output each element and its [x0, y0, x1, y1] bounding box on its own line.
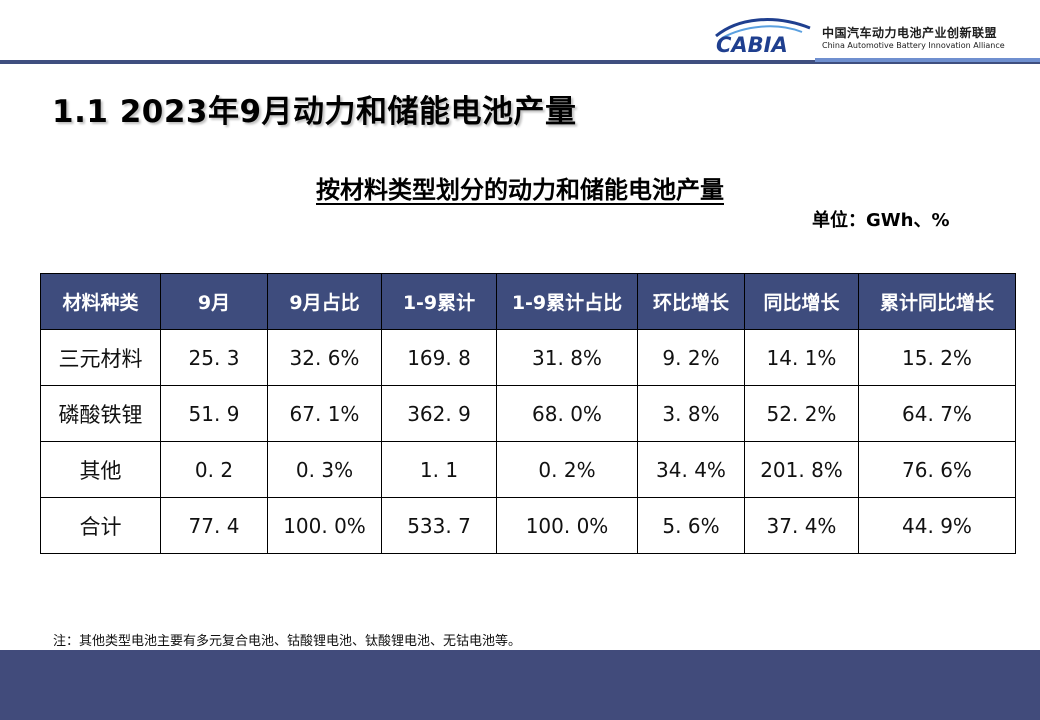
table-cell: 32. 6%: [267, 329, 382, 386]
column-header: 1-9累计占比: [496, 273, 638, 330]
table-cell: 0. 2%: [496, 441, 638, 498]
table-cell: 三元材料: [40, 329, 161, 386]
table-cell: 52. 2%: [744, 385, 859, 442]
table-cell: 15. 2%: [858, 329, 1016, 386]
table-row: 三元材料 25. 3 32. 6% 169. 8 31. 8% 9. 2% 14…: [40, 329, 1016, 386]
footer-band: [0, 650, 1040, 720]
column-header: 9月占比: [267, 273, 382, 330]
header-divider: [0, 60, 1040, 64]
footnote: 注：其他类型电池主要有多元复合电池、钴酸锂电池、钛酸锂电池、无钴电池等。: [53, 634, 522, 649]
table-cell: 磷酸铁锂: [40, 385, 161, 442]
header-divider-accent: [815, 58, 1040, 62]
column-header: 环比增长: [637, 273, 745, 330]
page-title: 1.1 2023年9月动力和储能电池产量: [52, 94, 577, 130]
table-cell: 67. 1%: [267, 385, 382, 442]
table-cell: 362. 9: [381, 385, 497, 442]
table-cell: 34. 4%: [637, 441, 745, 498]
table-cell: 100. 0%: [496, 497, 638, 554]
table-cell: 51. 9: [160, 385, 268, 442]
table-cell: 5. 6%: [637, 497, 745, 554]
table-cell: 0. 2: [160, 441, 268, 498]
table-cell: 1. 1: [381, 441, 497, 498]
table-cell: 201. 8%: [744, 441, 859, 498]
table-cell: 14. 1%: [744, 329, 859, 386]
table-cell: 3. 8%: [637, 385, 745, 442]
table-cell: 533. 7: [381, 497, 497, 554]
org-name-cn: 中国汽车动力电池产业创新联盟: [822, 26, 998, 40]
unit-label: 单位：GWh、%: [812, 210, 950, 231]
column-header: 材料种类: [40, 273, 161, 330]
table-cell: 76. 6%: [858, 441, 1016, 498]
table-row-total: 合计 77. 4 100. 0% 533. 7 100. 0% 5. 6% 37…: [40, 497, 1016, 554]
table-cell: 37. 4%: [744, 497, 859, 554]
header-band: [0, 0, 1040, 60]
table-header-row: 材料种类 9月 9月占比 1-9累计 1-9累计占比 环比增长 同比增长 累计同…: [40, 273, 1016, 330]
table-cell: 25. 3: [160, 329, 268, 386]
table-cell: 169. 8: [381, 329, 497, 386]
table-cell: 77. 4: [160, 497, 268, 554]
table-cell: 合计: [40, 497, 161, 554]
table-cell: 0. 3%: [267, 441, 382, 498]
org-name-en: China Automotive Battery Innovation Alli…: [822, 41, 1005, 50]
svg-text:CABIA: CABIA: [716, 33, 788, 54]
table-row: 磷酸铁锂 51. 9 67. 1% 362. 9 68. 0% 3. 8% 52…: [40, 385, 1016, 442]
car-swoosh-icon: CABIA: [715, 18, 811, 54]
table-cell: 100. 0%: [267, 497, 382, 554]
table-row: 其他 0. 2 0. 3% 1. 1 0. 2% 34. 4% 201. 8% …: [40, 441, 1016, 498]
column-header: 累计同比增长: [858, 273, 1016, 330]
table-title: 按材料类型划分的动力和储能电池产量: [316, 176, 724, 204]
cabia-logo: CABIA 中国汽车动力电池产业创新联盟 China Automotive Ba…: [706, 10, 1006, 58]
table-cell: 64. 7%: [858, 385, 1016, 442]
table-cell: 68. 0%: [496, 385, 638, 442]
column-header: 同比增长: [744, 273, 859, 330]
production-table: 材料种类 9月 9月占比 1-9累计 1-9累计占比 环比增长 同比增长 累计同…: [40, 273, 1016, 554]
table-cell: 44. 9%: [858, 497, 1016, 554]
column-header: 9月: [160, 273, 268, 330]
table-cell: 31. 8%: [496, 329, 638, 386]
column-header: 1-9累计: [381, 273, 497, 330]
table-cell: 其他: [40, 441, 161, 498]
table-cell: 9. 2%: [637, 329, 745, 386]
